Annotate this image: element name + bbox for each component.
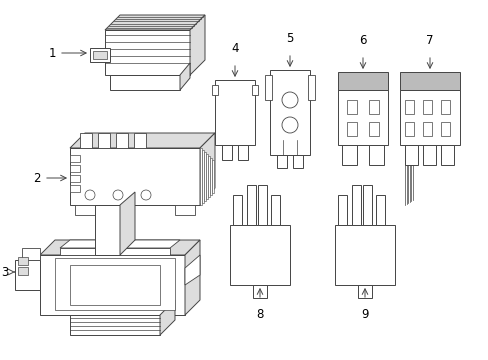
Polygon shape [160,300,175,335]
Polygon shape [422,122,431,136]
Polygon shape [110,75,180,90]
Polygon shape [212,85,218,95]
Polygon shape [70,165,80,172]
Polygon shape [334,225,394,285]
Polygon shape [105,15,204,30]
Circle shape [113,190,123,200]
Polygon shape [270,195,280,225]
Polygon shape [422,100,431,114]
Polygon shape [105,30,190,75]
Text: 6: 6 [359,34,366,47]
Polygon shape [70,175,80,182]
Polygon shape [207,156,209,197]
Polygon shape [251,85,258,95]
Text: 8: 8 [256,308,263,321]
Polygon shape [351,185,360,225]
Polygon shape [346,122,356,136]
Polygon shape [399,72,459,90]
Polygon shape [399,90,459,145]
Polygon shape [404,122,413,136]
Polygon shape [18,267,28,275]
Polygon shape [215,80,254,145]
Polygon shape [93,51,107,59]
Polygon shape [404,145,417,165]
Polygon shape [440,122,449,136]
Polygon shape [229,225,289,285]
Polygon shape [98,133,110,148]
Polygon shape [368,100,378,114]
Text: 4: 4 [231,42,238,55]
Polygon shape [40,240,200,255]
Polygon shape [184,240,200,315]
Polygon shape [18,257,28,265]
Polygon shape [341,145,356,165]
Polygon shape [200,148,201,205]
Polygon shape [368,122,378,136]
Polygon shape [180,63,190,90]
Polygon shape [337,195,346,225]
Circle shape [141,190,151,200]
Polygon shape [134,133,146,148]
Polygon shape [95,205,120,255]
Polygon shape [205,154,207,199]
Polygon shape [60,240,180,248]
Polygon shape [70,265,160,305]
Text: 2: 2 [34,171,41,185]
Polygon shape [440,100,449,114]
Polygon shape [307,75,314,100]
Polygon shape [357,285,371,298]
Text: 1: 1 [48,46,56,59]
Polygon shape [276,155,286,168]
Polygon shape [209,158,211,195]
Circle shape [282,92,297,108]
Polygon shape [337,90,387,145]
Polygon shape [40,255,184,315]
Polygon shape [175,205,195,215]
Polygon shape [375,195,384,225]
Polygon shape [246,185,256,225]
Polygon shape [200,133,215,205]
Polygon shape [258,185,266,225]
Polygon shape [292,155,303,168]
Polygon shape [337,72,387,90]
Polygon shape [70,315,160,335]
Polygon shape [22,248,40,260]
Polygon shape [346,100,356,114]
Polygon shape [190,15,204,75]
Polygon shape [90,48,110,62]
Polygon shape [269,70,309,155]
Text: 7: 7 [426,34,433,47]
Polygon shape [80,133,92,148]
Polygon shape [55,258,175,310]
Polygon shape [238,145,247,160]
Polygon shape [232,195,242,225]
Polygon shape [202,150,203,203]
Polygon shape [368,145,383,165]
Polygon shape [264,75,271,100]
Polygon shape [116,133,128,148]
Polygon shape [15,260,40,290]
Polygon shape [70,155,80,162]
Polygon shape [252,285,266,298]
Text: 9: 9 [361,308,368,321]
Polygon shape [404,100,413,114]
Polygon shape [120,192,135,255]
Polygon shape [422,145,435,165]
Polygon shape [212,160,213,193]
Polygon shape [70,133,215,148]
Polygon shape [184,255,200,285]
Circle shape [282,117,297,133]
Polygon shape [70,185,80,192]
Polygon shape [75,205,95,215]
Polygon shape [222,145,231,160]
Text: 5: 5 [286,32,293,45]
Polygon shape [440,145,453,165]
Polygon shape [362,185,371,225]
Circle shape [85,190,95,200]
Polygon shape [60,248,170,255]
Polygon shape [203,152,205,201]
Polygon shape [70,148,200,205]
Text: 3: 3 [1,266,9,279]
